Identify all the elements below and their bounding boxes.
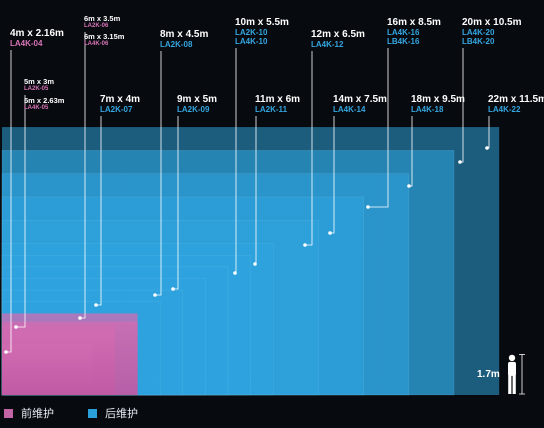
leader-dot-16m-x-8-5m: [366, 205, 370, 209]
model-label-la2k-05: LA2K-05: [24, 86, 49, 92]
screen-panel-4m-x-2-16m: [2, 344, 93, 395]
model-label-lb4k-20: LB4K-20: [462, 37, 495, 46]
model-label-la2k-11: LA2K-11: [255, 105, 288, 114]
leader-line-12m-x-6-5m: [305, 51, 313, 246]
size-label-6m-x-3-15m: 6m x 3.15m: [84, 32, 125, 41]
model-label-la2k-09: LA2K-09: [177, 105, 210, 114]
legend-label-rear: 后维护: [105, 408, 138, 420]
human-head: [508, 354, 516, 362]
leader-line-5m-x-3m: [16, 95, 26, 328]
human-figure-icon: [508, 354, 516, 394]
leader-dot-22m-x-11-5m: [485, 146, 489, 150]
leader-dot-20m-x-10-5m: [458, 160, 462, 164]
model-label-la2k-07: LA2K-07: [100, 105, 133, 114]
human-torso: [508, 361, 516, 376]
size-label-5m-x-2-63m: 5m x 2.63m: [24, 96, 65, 105]
leader-dot-4m-x-2-16m: [4, 350, 8, 354]
model-label-la4k-12: LA4K-12: [311, 40, 344, 49]
human-leg-right: [512, 374, 516, 394]
human-scale-label: 1.7m: [477, 369, 500, 380]
leader-dot-9m-x-5m: [171, 287, 175, 291]
legend-label-front: 前维护: [21, 408, 54, 420]
size-label-20m-x-10-5m: 20m x 10.5m: [462, 17, 522, 28]
size-label-11m-x-6m: 11m x 6m: [255, 94, 301, 105]
leader-dot-11m-x-6m: [253, 262, 257, 266]
human-leg-left: [508, 374, 512, 394]
model-label-la2k-10: LA2K-10: [235, 28, 268, 37]
leader-line-8m-x-4-5m: [155, 51, 162, 296]
size-label-9m-x-5m: 9m x 5m: [177, 94, 218, 105]
size-label-5m-x-3m: 5m x 3m: [24, 77, 55, 86]
size-label-12m-x-6-5m: 12m x 6.5m: [311, 29, 365, 40]
model-label-la4k-18: LA4K-18: [411, 105, 444, 114]
legend-item-front-maintenance: 前维护: [4, 405, 54, 421]
leader-dot-6m-x-3-5m: [78, 316, 82, 320]
leader-dot-14m-x-7-5m: [328, 231, 332, 235]
model-label-la4k-14: LA4K-14: [333, 105, 366, 114]
model-label-la2k-08: LA2K-08: [160, 40, 193, 49]
legend-item-rear-maintenance: 后维护: [88, 405, 138, 421]
leader-dot-10m-x-5-5m: [233, 271, 237, 275]
model-label-la4k-20: LA4K-20: [462, 28, 495, 37]
model-label-la4k-10: LA4K-10: [235, 37, 268, 46]
leader-dot-18m-x-9-5m: [407, 184, 411, 188]
leader-dot-7m-x-4m: [94, 303, 98, 307]
size-label-18m-x-9-5m: 18m x 9.5m: [411, 94, 465, 105]
size-label-16m-x-8-5m: 16m x 8.5m: [387, 17, 441, 28]
leader-dot-12m-x-6-5m: [303, 243, 307, 247]
model-label-la4k-06: LA4K-06: [84, 41, 109, 47]
size-label-4m-x-2-16m: 4m x 2.16m: [10, 28, 64, 39]
model-label-la4k-05: LA4K-05: [24, 105, 49, 111]
size-label-7m-x-4m: 7m x 4m: [100, 94, 141, 105]
model-label-la4k-04: LA4K-04: [10, 39, 43, 48]
human-height-bracket: [519, 353, 525, 395]
size-label-14m-x-7-5m: 14m x 7.5m: [333, 94, 387, 105]
model-label-lb4k-16: LB4K-16: [387, 37, 420, 46]
leader-line-16m-x-8-5m: [368, 48, 389, 208]
size-label-10m-x-5-5m: 10m x 5.5m: [235, 17, 289, 28]
model-label-la4k-16: LA4K-16: [387, 28, 420, 37]
size-label-6m-x-3-5m: 6m x 3.5m: [84, 14, 121, 23]
leader-dot-5m-x-3m: [14, 325, 18, 329]
legend-swatch-front: [4, 408, 13, 418]
model-label-la2k-06: LA2K-06: [84, 23, 109, 29]
model-label-la4k-22: LA4K-22: [488, 105, 521, 114]
size-label-22m-x-11-5m: 22m x 11.5m: [488, 94, 544, 105]
legend-swatch-rear: [88, 408, 97, 418]
leader-dot-8m-x-4-5m: [153, 293, 157, 297]
size-label-8m-x-4-5m: 8m x 4.5m: [160, 29, 209, 40]
